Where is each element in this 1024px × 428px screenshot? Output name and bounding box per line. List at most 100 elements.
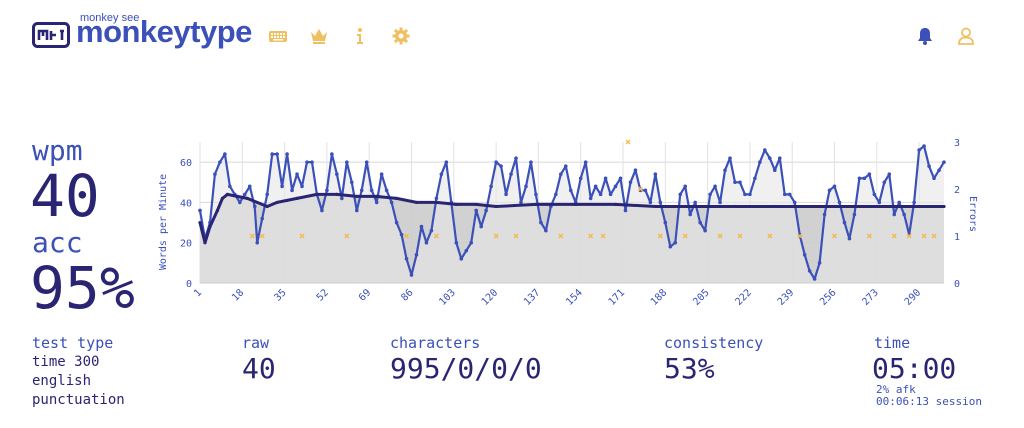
wpm-point bbox=[375, 194, 379, 198]
error-marker-stroke bbox=[513, 233, 519, 239]
raw-point bbox=[218, 160, 222, 164]
error-marker-stroke bbox=[682, 233, 688, 239]
error-marker bbox=[921, 233, 927, 239]
logo-icon[interactable] bbox=[32, 22, 70, 48]
test-type-language: english bbox=[32, 373, 92, 389]
raw-point bbox=[728, 156, 732, 160]
error-marker bbox=[588, 233, 594, 239]
error-marker-stroke bbox=[493, 233, 499, 239]
error-marker-stroke bbox=[588, 233, 594, 239]
crown-icon[interactable] bbox=[309, 26, 329, 46]
raw-point bbox=[469, 240, 474, 245]
raw-point bbox=[369, 188, 374, 193]
raw-point bbox=[708, 192, 712, 197]
raw-point bbox=[300, 184, 304, 189]
error-marker-stroke bbox=[832, 233, 838, 239]
info-icon[interactable] bbox=[350, 26, 370, 46]
raw-point bbox=[295, 172, 299, 177]
logo-text[interactable]: monkeytype bbox=[76, 14, 252, 49]
raw-point bbox=[260, 216, 265, 221]
y-tick-label: 20 bbox=[180, 239, 192, 250]
raw-point bbox=[897, 200, 902, 205]
raw-point bbox=[673, 240, 678, 245]
raw-point bbox=[817, 261, 822, 265]
raw-point bbox=[653, 172, 658, 177]
accuracy-value: 95% bbox=[30, 254, 135, 322]
x-tick-label: 171 bbox=[607, 287, 628, 308]
raw-point bbox=[384, 188, 389, 193]
raw-point bbox=[389, 200, 394, 205]
raw-point bbox=[613, 184, 618, 189]
y2-tick-label: 0 bbox=[954, 279, 960, 290]
x-tick-label: 103 bbox=[437, 287, 458, 308]
raw-point bbox=[643, 188, 648, 193]
y-tick-label: 60 bbox=[180, 158, 192, 169]
raw-point bbox=[364, 160, 369, 164]
raw-point bbox=[658, 200, 663, 205]
raw-point bbox=[578, 176, 583, 181]
raw-point bbox=[822, 212, 827, 217]
error-marker-stroke bbox=[249, 233, 255, 239]
raw-point bbox=[198, 208, 202, 213]
wpm-point bbox=[773, 204, 777, 209]
wpm-point bbox=[275, 200, 279, 205]
raw-point bbox=[464, 248, 469, 253]
keyboard-icon[interactable] bbox=[268, 26, 288, 46]
error-marker-stroke bbox=[737, 233, 743, 239]
raw-point bbox=[777, 156, 782, 160]
wpm-point bbox=[494, 204, 498, 209]
raw-point bbox=[509, 172, 513, 177]
raw-point bbox=[554, 192, 558, 197]
error-marker-stroke bbox=[891, 233, 897, 239]
test-type-punctuation: punctuation bbox=[32, 392, 125, 408]
chart-fill bbox=[200, 146, 944, 283]
raw-point bbox=[255, 240, 260, 245]
wpm-point bbox=[235, 194, 239, 198]
raw-point bbox=[444, 160, 449, 164]
error-marker-stroke bbox=[433, 233, 439, 239]
error-marker bbox=[866, 233, 872, 239]
raw-point bbox=[723, 168, 727, 172]
error-marker bbox=[931, 233, 937, 239]
raw-point bbox=[499, 164, 503, 168]
raw-point bbox=[927, 164, 931, 168]
raw-point bbox=[852, 212, 857, 217]
wpm-point bbox=[315, 192, 319, 196]
wpm-point bbox=[394, 196, 399, 200]
wpm-point bbox=[215, 208, 220, 213]
raw-point bbox=[628, 180, 633, 185]
raw-point bbox=[429, 228, 434, 233]
wpm-point bbox=[335, 192, 339, 196]
raw-point bbox=[419, 224, 424, 229]
error-marker bbox=[682, 233, 688, 239]
raw-point bbox=[633, 168, 638, 172]
raw-point bbox=[678, 192, 683, 197]
raw-point bbox=[603, 176, 608, 181]
user-icon[interactable] bbox=[956, 26, 976, 46]
wpm-point bbox=[220, 196, 224, 200]
wpm-point bbox=[813, 204, 817, 209]
y-axis-label: Words per Minute bbox=[158, 174, 169, 270]
error-marker-stroke bbox=[931, 233, 937, 239]
error-marker bbox=[625, 139, 631, 145]
raw-point bbox=[837, 200, 842, 205]
raw-point bbox=[285, 152, 289, 156]
wpm-point bbox=[203, 241, 207, 245]
raw-point bbox=[832, 184, 837, 189]
raw-point bbox=[247, 184, 252, 189]
raw-point bbox=[213, 172, 217, 177]
error-marker-stroke bbox=[600, 233, 606, 239]
wpm-point bbox=[613, 202, 618, 207]
wpm-point bbox=[295, 196, 299, 200]
raw-point bbox=[812, 277, 817, 281]
raw-point bbox=[802, 253, 807, 257]
gear-icon[interactable] bbox=[391, 26, 411, 46]
raw-point bbox=[877, 200, 882, 205]
raw-point bbox=[608, 192, 613, 197]
characters-label: characters bbox=[390, 334, 481, 352]
wpm-point bbox=[733, 204, 737, 209]
error-marker-stroke bbox=[906, 233, 912, 239]
logo-subtitle: monkey see bbox=[80, 12, 140, 24]
bell-icon[interactable] bbox=[915, 26, 935, 46]
